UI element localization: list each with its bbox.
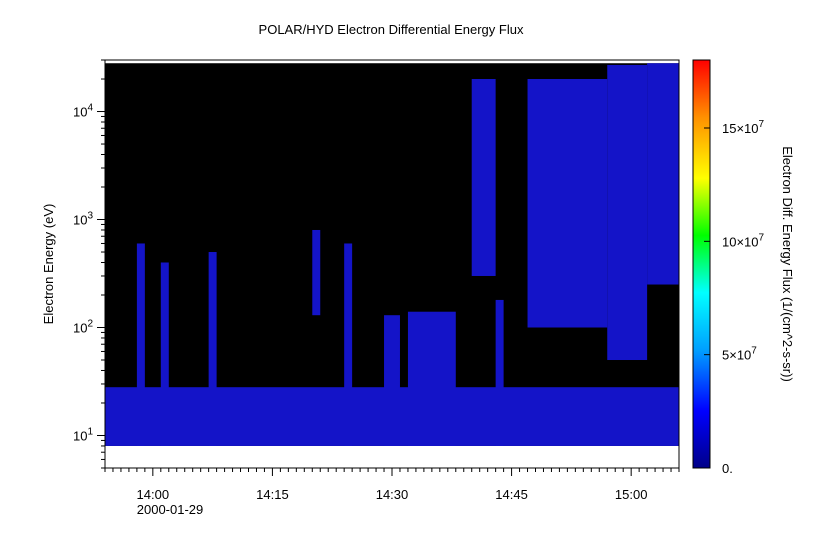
x-axis: 14:00 14:15 14:30 14:45 15:00 xyxy=(104,468,680,502)
x-date-label: 2000-01-29 xyxy=(137,502,204,517)
colorbar-tick-label: 5×107 xyxy=(722,346,757,363)
flux-region xyxy=(607,64,648,361)
y-tick-label: 102 xyxy=(73,319,93,336)
x-tick-label: 14:30 xyxy=(376,487,409,502)
flux-region xyxy=(160,262,169,446)
x-tick-label: 15:00 xyxy=(615,487,648,502)
colorbar xyxy=(692,59,711,469)
flux-region xyxy=(384,315,400,446)
flux-region xyxy=(407,311,456,446)
flux-region xyxy=(471,79,496,276)
plot-area xyxy=(105,60,679,468)
chart-title: POLAR/HYD Electron Differential Energy F… xyxy=(259,22,524,37)
flux-region xyxy=(344,243,353,446)
colorbar-ticks: 0. 5×107 10×107 15×107 xyxy=(704,119,765,476)
y-tick-label: 103 xyxy=(73,211,93,228)
y-axis-label: Electron Energy (eV) xyxy=(41,204,56,325)
colorbar-tick-label: 15×107 xyxy=(722,119,765,136)
flux-region xyxy=(312,229,321,316)
y-tick-label: 104 xyxy=(73,103,93,120)
colorbar-label: Electron Diff. Energy Flux (1/(cm^2-s-sr… xyxy=(780,146,795,382)
flux-region xyxy=(647,63,679,285)
flux-region xyxy=(136,243,145,446)
flux-region xyxy=(208,252,217,446)
flux-region xyxy=(495,299,504,446)
x-tick-label: 14:45 xyxy=(495,487,528,502)
flux-region xyxy=(527,79,608,328)
y-tick-label: 101 xyxy=(73,426,93,443)
colorbar-tick-label: 10×107 xyxy=(722,232,765,249)
x-tick-label: 14:15 xyxy=(256,487,289,502)
colorbar-tick-label: 0. xyxy=(722,461,733,476)
y-axis: 101 102 103 104 xyxy=(73,59,105,469)
flux-layer xyxy=(105,63,679,446)
x-tick-label: 14:00 xyxy=(137,487,170,502)
